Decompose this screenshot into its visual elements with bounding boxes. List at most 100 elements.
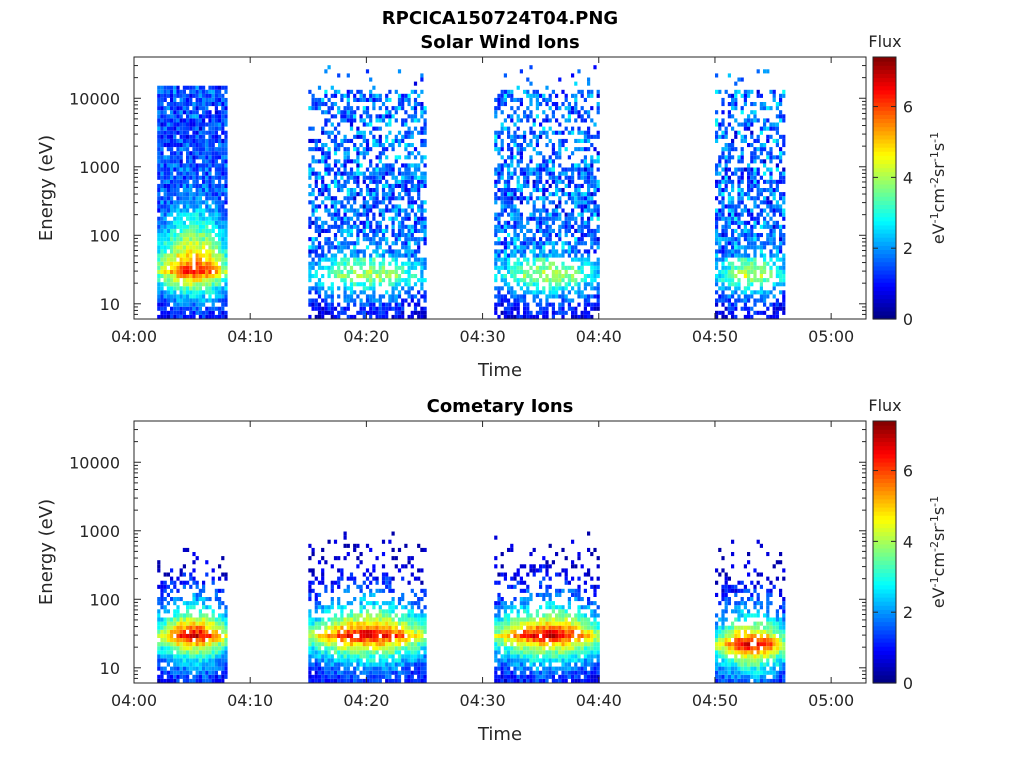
panel1-cell: [394, 212, 398, 217]
panel1-cell: [535, 106, 539, 111]
panel1-cell: [195, 302, 199, 307]
panel1-cell: [507, 93, 511, 98]
panel1-cell: [208, 93, 212, 98]
panel1-cell: [718, 188, 722, 193]
panel1-colorbar-step: [873, 147, 896, 152]
panel1-cell: [526, 286, 530, 291]
panel1-cell: [587, 253, 591, 258]
panel1-cell: [349, 196, 354, 201]
panel1-cell: [221, 143, 225, 148]
panel1-cell: [503, 220, 507, 225]
panel1-cell: [353, 302, 357, 307]
panel1-cell: [721, 253, 725, 258]
panel1-cell: [545, 241, 549, 246]
panel1-cell: [596, 183, 600, 188]
panel1-cell: [362, 228, 366, 233]
panel1-cell: [195, 93, 199, 98]
panel2-cell: [176, 588, 180, 593]
panel1-cell: [221, 106, 225, 111]
panel1-cell: [545, 302, 549, 307]
panel1-cell: [330, 106, 334, 111]
panel1-cell: [740, 147, 744, 152]
panel1-cell: [157, 114, 161, 119]
panel1-cell: [166, 143, 170, 148]
panel1-cell: [317, 314, 322, 319]
panel1-cell: [192, 278, 196, 283]
panel1-cell: [401, 138, 405, 143]
panel1-cell: [202, 278, 206, 283]
panel1-cell: [731, 249, 735, 254]
panel1-cell: [401, 196, 405, 201]
panel1-cell: [753, 249, 757, 254]
panel1-cell: [772, 220, 776, 225]
panel1-cell: [160, 147, 164, 152]
panel1-cell: [775, 298, 779, 303]
panel1-cell: [224, 220, 228, 225]
panel1-cell: [526, 314, 530, 319]
panel1-cell: [324, 188, 328, 193]
panel1-cell: [218, 269, 222, 274]
panel1-cell: [317, 253, 322, 258]
panel1-cell: [743, 102, 747, 107]
panel1-cell: [503, 179, 507, 184]
panel1-cell: [202, 159, 206, 164]
panel1-cell: [394, 274, 398, 279]
panel1-cell: [340, 261, 344, 266]
panel1-cell: [587, 114, 591, 119]
panel1-cell: [590, 89, 594, 94]
panel2-cell: [157, 621, 161, 626]
panel1-cell: [186, 114, 190, 119]
panel1-cell: [385, 249, 389, 254]
panel1-cell: [763, 261, 767, 266]
panel1-cell: [343, 278, 347, 283]
panel1-cell: [753, 274, 757, 279]
panel1-cell: [747, 306, 751, 311]
panel1-cell: [555, 175, 559, 180]
panel1-cell: [388, 143, 392, 148]
panel1-cell: [211, 143, 215, 148]
panel1-cell: [551, 286, 555, 291]
panel2-cell: [317, 617, 322, 622]
panel1-cell: [391, 188, 395, 193]
panel1-cell: [516, 257, 520, 262]
panel1-cell: [743, 118, 747, 123]
panel1-cell: [410, 163, 414, 168]
panel1-cell: [731, 97, 735, 102]
panel1-cell: [423, 155, 427, 160]
panel1-cell: [198, 130, 202, 135]
panel1-cell: [561, 171, 565, 176]
panel1-cell: [321, 179, 325, 184]
panel2-cell: [173, 617, 177, 622]
panel1-cell: [381, 208, 386, 213]
panel1-cell: [420, 310, 424, 315]
panel1-cell: [394, 261, 398, 266]
panel2-cell: [160, 597, 164, 602]
panel1-cell: [388, 249, 392, 254]
panel1-cell: [343, 294, 347, 299]
panel2-cell: [218, 613, 222, 618]
panel1-cell: [179, 114, 183, 119]
panel1-cell: [727, 249, 731, 254]
panel1-cell: [349, 106, 354, 111]
panel1-cell: [157, 110, 161, 115]
panel2-cell: [321, 638, 325, 643]
panel2-cell: [182, 638, 186, 643]
panel2-cell: [321, 666, 325, 671]
panel1-cell: [333, 245, 338, 250]
panel1-cell: [417, 163, 421, 168]
panel1-cell: [551, 175, 555, 180]
panel1-cell: [362, 237, 366, 242]
panel1-cell: [365, 278, 370, 283]
panel2-cell: [224, 650, 228, 655]
panel1-cell: [208, 306, 212, 311]
panel1-cell: [529, 130, 533, 135]
panel1-cell: [510, 175, 514, 180]
panel1-cell: [756, 245, 760, 250]
panel1-cell: [189, 196, 193, 201]
panel1-cell: [179, 265, 183, 270]
panel1-cell: [507, 130, 511, 135]
panel1-cell: [205, 204, 209, 209]
panel1-cell: [583, 249, 587, 254]
panel1-cell: [192, 286, 196, 291]
panel1-cell: [587, 77, 591, 82]
